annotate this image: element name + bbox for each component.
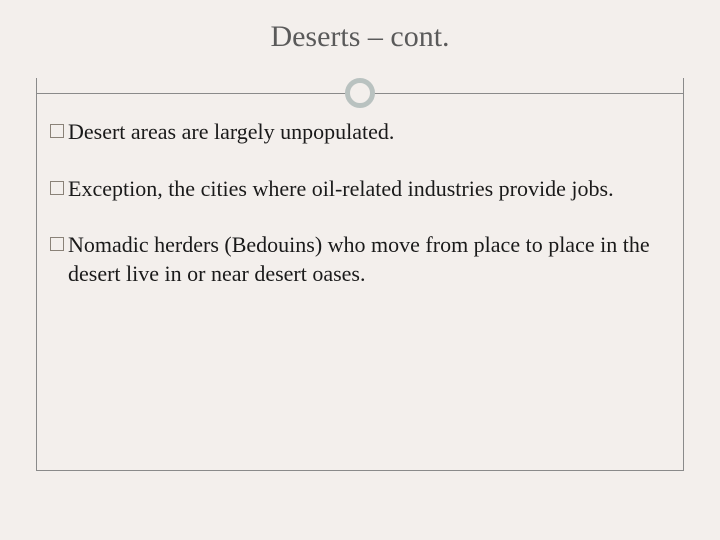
- title-divider: [0, 78, 720, 108]
- square-bullet-icon: [50, 124, 64, 138]
- frame-left: [36, 78, 37, 471]
- divider-line-right: [373, 93, 684, 94]
- list-item: Nomadic herders (Bedouins) who move from…: [50, 231, 670, 288]
- title-area: Deserts – cont.: [0, 0, 720, 54]
- bullet-text: Nomadic herders (Bedouins) who move from…: [68, 231, 670, 288]
- frame-bottom: [36, 470, 684, 471]
- square-bullet-icon: [50, 181, 64, 195]
- bullet-text: Desert areas are largely unpopulated.: [68, 118, 394, 147]
- content-area: Desert areas are largely unpopulated. Ex…: [50, 118, 670, 316]
- bullet-text: Exception, the cities where oil-related …: [68, 175, 614, 204]
- circle-icon: [345, 78, 375, 108]
- square-bullet-icon: [50, 237, 64, 251]
- divider-line-left: [36, 93, 347, 94]
- slide: Deserts – cont. Desert areas are largely…: [0, 0, 720, 540]
- list-item: Desert areas are largely unpopulated.: [50, 118, 670, 147]
- list-item: Exception, the cities where oil-related …: [50, 175, 670, 204]
- frame-right: [683, 78, 684, 471]
- slide-title: Deserts – cont.: [0, 20, 720, 54]
